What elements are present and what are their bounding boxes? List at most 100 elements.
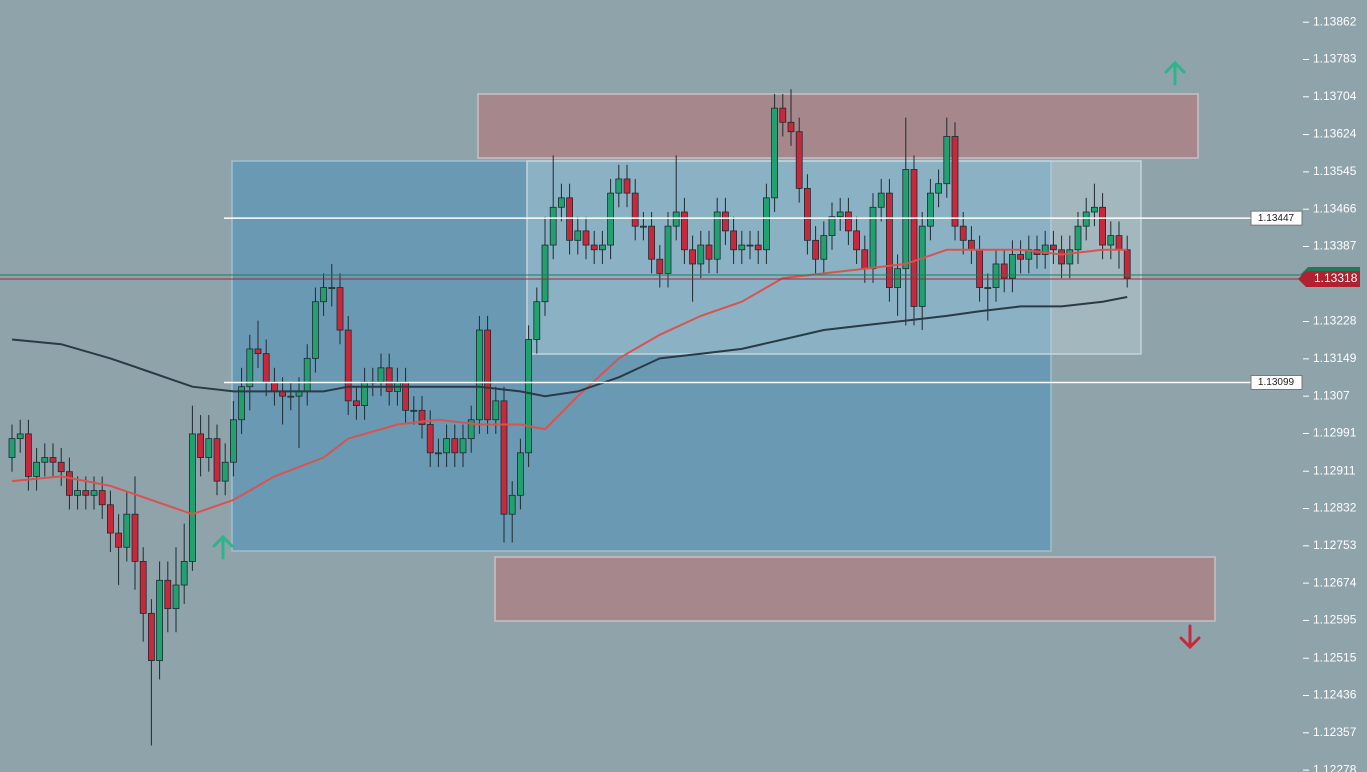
candle-body	[1009, 254, 1016, 279]
candle-body	[877, 192, 885, 208]
y-tick-label: 1.13466	[1313, 201, 1357, 215]
candle-body	[467, 419, 475, 440]
y-tick-label: 1.12674	[1313, 575, 1357, 589]
candle-body	[631, 192, 639, 227]
y-tick-label: 1.13624	[1313, 127, 1357, 141]
consolidation-box	[526, 160, 1142, 355]
candle-body	[377, 367, 385, 383]
candle-body	[1041, 244, 1049, 255]
candle-body	[910, 169, 918, 307]
y-tick-label: 1.12753	[1313, 538, 1357, 552]
candle-body	[246, 348, 254, 388]
candle-body	[98, 490, 106, 506]
candle-body	[147, 612, 155, 661]
last-price-tag	[1298, 271, 1360, 288]
price-label-box	[1250, 210, 1303, 226]
candle-body	[475, 329, 483, 421]
candle-body	[180, 561, 188, 586]
candle-body	[123, 513, 131, 548]
y-tick-label: 1.13862	[1313, 14, 1357, 28]
up-arrow	[212, 534, 234, 560]
candle-body	[139, 561, 147, 614]
candle-body	[558, 197, 565, 208]
candle-body	[270, 381, 278, 392]
candle-body	[500, 400, 508, 515]
candle-body	[656, 258, 664, 274]
candle-body	[443, 438, 451, 454]
moving-average	[11, 248, 1128, 516]
candle-body	[886, 192, 893, 288]
candle-body	[689, 249, 696, 265]
candle-body	[1099, 206, 1106, 246]
candle-body	[172, 584, 180, 610]
candle-body	[320, 287, 328, 303]
candle-body	[582, 230, 590, 246]
up-arrow	[1164, 60, 1186, 86]
candle-body	[820, 235, 828, 260]
candle-body	[943, 136, 951, 185]
y-tick-label: 1.12357	[1313, 725, 1357, 739]
candle-body	[197, 433, 205, 458]
y-tick-label: 1.12595	[1313, 613, 1357, 627]
candle-body	[328, 287, 336, 289]
demand-zone	[494, 556, 1216, 622]
candle-body	[722, 211, 729, 232]
candle-body	[115, 532, 122, 548]
candle-body	[959, 225, 967, 241]
candle-body	[894, 268, 901, 288]
candle-body	[131, 513, 139, 562]
candle-body	[344, 329, 352, 402]
candle-body	[229, 419, 237, 463]
candle-body	[992, 263, 1000, 288]
candle-body	[549, 206, 557, 246]
candle-body	[525, 339, 532, 454]
price-label: 1.13099	[1258, 377, 1295, 388]
candle-body	[1074, 225, 1082, 251]
candle-body	[640, 225, 647, 228]
candle-body	[254, 348, 262, 355]
candle-body	[410, 409, 418, 412]
y-tick-label: 1.13783	[1313, 52, 1357, 66]
candle-body	[1082, 211, 1090, 227]
candle-body	[517, 452, 524, 496]
candle-body	[352, 400, 360, 406]
candle-body	[459, 438, 467, 454]
candle-body	[1123, 249, 1131, 279]
candle-body	[188, 433, 196, 562]
candle-body	[664, 225, 672, 274]
candle-body	[590, 244, 598, 251]
candle-body	[107, 504, 114, 534]
candle-body	[927, 192, 934, 227]
y-tick-label: 1.12515	[1313, 650, 1357, 664]
candle-body	[746, 244, 754, 247]
candle-body	[853, 230, 860, 251]
candle-body	[574, 230, 582, 241]
candle-body	[434, 452, 442, 455]
candle-body	[221, 461, 229, 482]
candle-body	[1000, 263, 1008, 279]
candle-body	[648, 225, 655, 260]
candle-body	[238, 386, 246, 421]
candle-body	[1058, 249, 1065, 265]
candle-body	[287, 395, 295, 398]
candle-body	[451, 438, 459, 454]
candle-body	[951, 136, 959, 227]
candle-body	[66, 471, 73, 496]
candle-body	[426, 424, 434, 454]
candle-body	[385, 367, 393, 392]
candle-body	[533, 301, 541, 340]
candle-body	[541, 244, 549, 303]
candle-body	[1091, 206, 1098, 213]
candle-body	[492, 400, 500, 421]
y-tick-label: 1.12991	[1313, 426, 1357, 440]
candle-body	[418, 409, 426, 425]
candle-body	[779, 107, 787, 123]
candle-body	[795, 131, 803, 189]
candle-body	[935, 183, 942, 194]
candle-body	[730, 230, 737, 251]
candle-body	[828, 216, 836, 237]
candle-body	[787, 121, 795, 133]
candle-body	[205, 438, 213, 458]
candle-body	[74, 490, 81, 496]
y-tick-label: 1.1307	[1313, 388, 1350, 402]
